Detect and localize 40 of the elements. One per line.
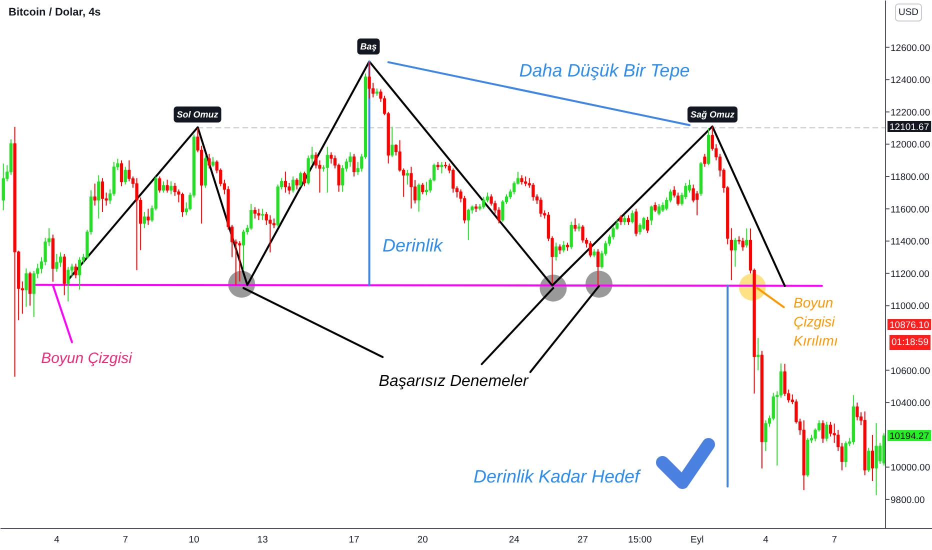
x-tick-label: 17 [348,534,360,546]
annotation: Boyun Çizgisi [41,350,133,367]
annotation: Boyun Çizgisi Kırılımı [794,294,838,349]
y-tick-label: 10600.00 [890,366,930,377]
annotation: 10194.27 [890,431,930,442]
annotation: Baş [360,42,377,52]
x-tick-label: 27 [577,534,588,546]
annotation: 10876.10 [890,320,930,331]
y-tick-label: 11400.00 [890,236,930,248]
annotation: Derinlik [382,236,444,256]
y-tick-label: 12200.00 [890,107,930,118]
annotation: Sağ Omuz [690,110,736,120]
y-tick-label: 12000.00 [890,140,930,151]
y-tick-label: 11000.00 [890,301,930,312]
x-tick-label: 15:00 [628,534,652,546]
y-tick-label: 12600.00 [890,42,930,54]
annotation: Derinlik Kadar Hedef [473,466,642,486]
y-tick-label: 11200.00 [890,268,930,280]
x-tick-label: 24 [508,534,520,546]
y-tick-label: 11600.00 [890,204,930,216]
annotation: Daha Düşük Bir Tepe [519,60,690,80]
annotation: 01:18:59 [892,337,928,348]
x-tick-label: 4 [763,534,768,546]
annotation: 12101.67 [890,122,930,133]
x-tick-label: 7 [122,534,128,546]
x-tick-label: 13 [257,534,268,546]
annotation: Sol Omuz [176,110,219,120]
y-tick-label: 11800.00 [890,172,930,183]
y-tick-label: 9800.00 [890,494,925,506]
y-tick-label: 10400.00 [890,398,930,410]
text: Bitcoin / Dolar, 4s [8,6,101,18]
x-tick-label: 20 [417,534,428,546]
y-axis-title: USD [898,7,919,18]
x-tick-label: 4 [54,534,60,546]
x-tick-label: 7 [832,534,837,546]
y-tick-label: 10000.00 [890,462,930,474]
x-tick-label: 10 [188,534,200,546]
annotation: Başarısız Denemeler [378,373,529,390]
y-tick-label: 12400.00 [890,75,930,86]
x-tick-label: Eyl [690,534,704,546]
